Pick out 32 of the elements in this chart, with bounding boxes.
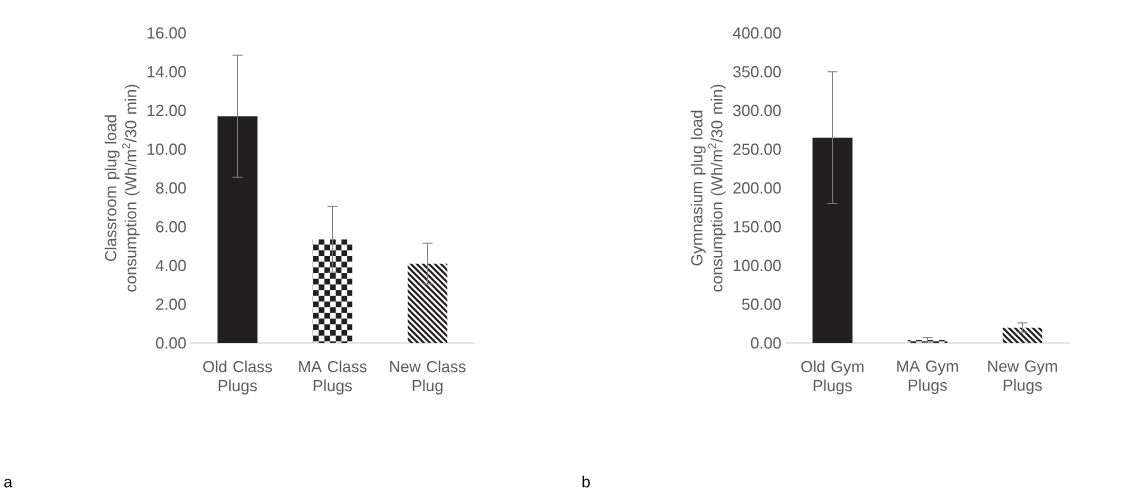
y-tick-label: 8.00	[156, 182, 186, 194]
y-tick-label: 0.00	[750, 337, 781, 349]
y-tick-label: 12.00	[147, 104, 186, 117]
bar	[907, 339, 948, 343]
y-tick-label: 2.00	[156, 298, 186, 310]
x-tick-label: Old Class Plugs	[203, 360, 273, 395]
bar	[407, 263, 448, 343]
bar	[217, 116, 258, 343]
x-tick-label: Old Gym Plugs	[801, 360, 864, 395]
y-tick-label: 6.00	[156, 221, 186, 233]
y-tick-label: 100.00	[733, 259, 781, 272]
bar	[812, 137, 853, 343]
bar	[1002, 327, 1043, 343]
text: b	[582, 475, 590, 488]
y-tick-label: 0.00	[155, 337, 186, 349]
y-tick-label: 350.00	[733, 66, 781, 78]
y-tick-label: 200.00	[733, 182, 781, 194]
y-tick-label: 4.00	[155, 259, 186, 272]
text: a	[4, 478, 13, 488]
x-tick-label: New Gym Plugs	[988, 360, 1057, 395]
y-tick-label: 300.00	[733, 104, 781, 117]
x-tick-label: MA Gym Plugs	[897, 360, 958, 395]
bar	[312, 239, 353, 343]
x-tick-label: New Class Plug	[390, 360, 466, 395]
y-tick-label: 400.00	[732, 27, 781, 39]
y-tick-label: 14.00	[147, 66, 186, 78]
y-tick-label: 50.00	[742, 298, 781, 310]
y-tick-label: 250.00	[733, 143, 781, 155]
y-tick-label: 10.00	[147, 143, 186, 155]
x-tick-label: MA Class Plugs	[299, 360, 367, 395]
y-tick-label: 16.00	[147, 27, 186, 39]
y-tick-label: 150.00	[733, 221, 781, 233]
